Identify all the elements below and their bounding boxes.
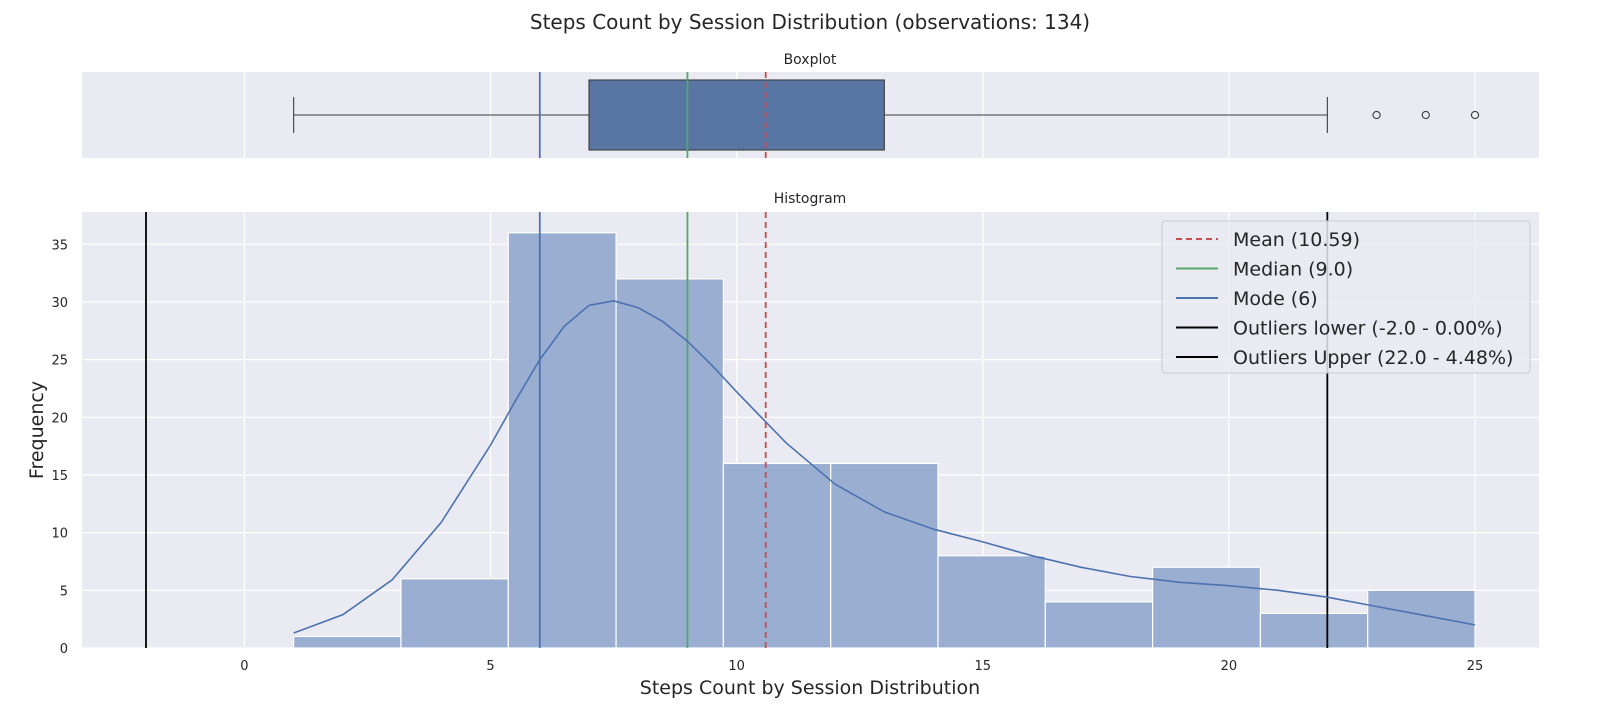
legend-frame [1161,220,1531,374]
histogram-bar [293,635,402,649]
y-tick-label: 35 [51,238,68,253]
legend: Mean (10.59) Median (9.0) Mode (6) Outliers… [1161,220,1531,374]
x-tick-label: 25 [1467,659,1484,674]
x-tick-label: 15 [975,659,992,674]
y-tick-label: 30 [51,296,68,311]
histogram-bar [507,232,617,649]
boxplot-title: Boxplot [784,52,837,68]
x-tick-label: 20 [1221,659,1238,674]
kde-curve [293,299,1476,634]
x-tick-label: 5 [486,659,494,674]
histogram-bar [1044,601,1154,649]
boxplot-panel: Boxplot [82,52,1539,158]
legend-entry: Outliers lower (-2.0 - 0.00%) [1233,318,1503,340]
histogram-title: Histogram [774,191,847,207]
boxplot-flier [1470,110,1480,120]
y-tick-label: 10 [51,527,68,542]
histogram-bar [615,278,724,649]
legend-entry: Mean (10.59) [1233,229,1360,251]
boxplot-marks [293,72,1480,158]
y-axis-label: Frequency [26,381,48,479]
histogram-bar [830,462,939,649]
y-tick-label: 5 [60,584,68,599]
chart-title: Steps Count by Session Distribution (obs… [530,10,1090,34]
y-tick-label: 15 [51,469,68,484]
x-tick-label: 0 [240,659,248,674]
histogram-bar [1151,566,1261,649]
x-axis-ticks: 0 5 10 15 20 25 [240,659,1483,674]
histogram-panel: Histogram 0 5 10 15 20 25 0 5 10 15 20 25 30 35 Step… [26,191,1539,699]
x-tick-label: 10 [728,659,745,674]
histogram-bar [722,462,832,649]
x-axis-label: Steps Count by Session Distribution [640,677,980,699]
y-tick-label: 0 [60,642,68,657]
boxplot-box [588,79,885,151]
legend-entry: Median (9.0) [1233,259,1353,281]
boxplot-flier [1372,110,1381,120]
histogram-bar [400,578,509,649]
y-tick-label: 20 [51,411,68,426]
histogram-bar [1259,612,1369,649]
histogram-bar [1367,589,1476,649]
histogram-bar [937,555,1046,649]
legend-entry: Outliers Upper (22.0 - 4.48%) [1233,347,1513,369]
histogram-bars [293,232,1476,649]
legend-entry: Mode (6) [1233,288,1318,310]
boxplot-flier [1421,110,1430,120]
y-tick-label: 25 [51,354,68,369]
y-axis-ticks: 0 5 10 15 20 25 30 35 [51,238,68,657]
